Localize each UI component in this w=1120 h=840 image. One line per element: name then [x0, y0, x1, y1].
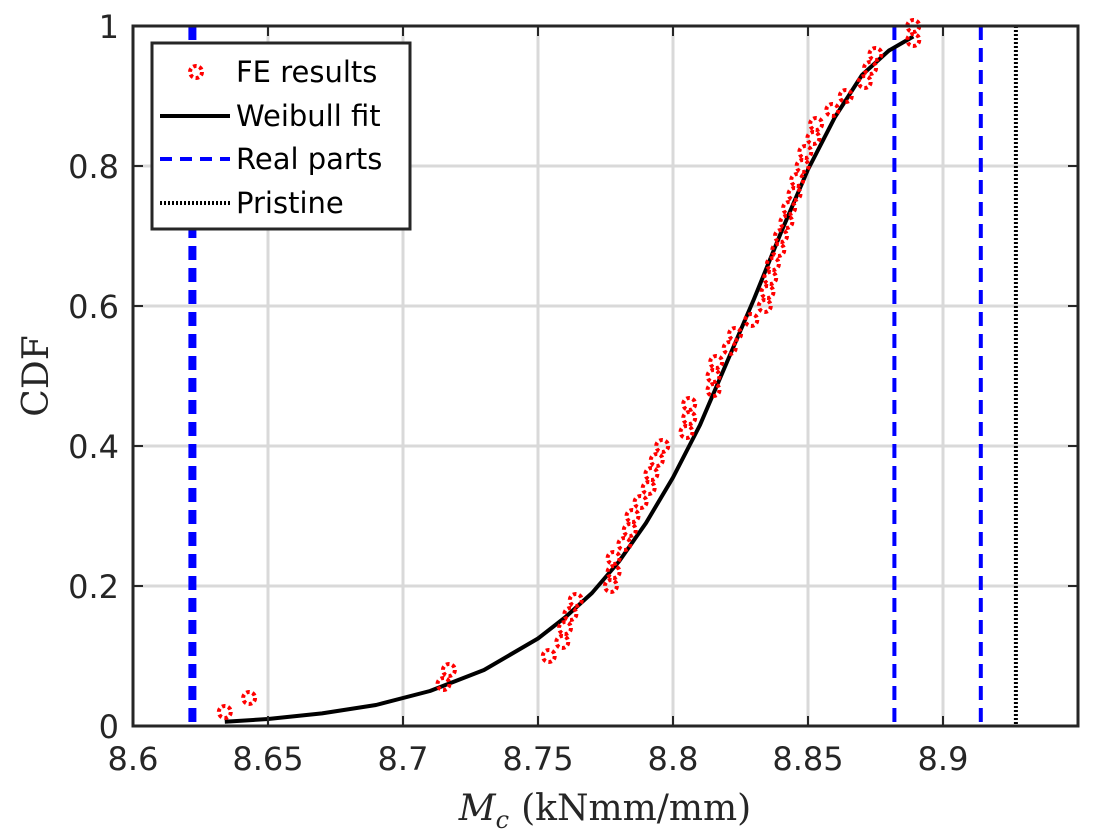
y-tick-label: 1 [99, 8, 119, 46]
fe-result-point [621, 522, 638, 538]
fe-result-point [602, 578, 619, 594]
fe-result-point [756, 298, 773, 314]
fe-result-point [567, 592, 584, 608]
weibull-fit-curve [224, 34, 915, 724]
fe-result-point [727, 326, 744, 342]
fe-result-point [554, 634, 571, 650]
fe-result-point [797, 144, 814, 160]
x-tick-label: 8.85 [772, 740, 843, 778]
fe-result-point [640, 480, 657, 496]
fe-result-point [789, 172, 806, 188]
fe-result-point [705, 368, 722, 384]
weibull-fit-layer [224, 34, 915, 724]
fe-result-point [605, 550, 622, 566]
fe-result-point [862, 60, 879, 76]
fe-result-point [624, 508, 641, 524]
x-axis-units: (kNmm/mm) [521, 788, 751, 829]
fe-result-point [856, 74, 873, 90]
fe-result-point [440, 662, 457, 678]
fe-result-point [762, 270, 779, 286]
x-tick-label: 8.75 [502, 740, 573, 778]
x-axis-label: Mc (kNmm/mm) [458, 788, 751, 834]
fe-result-point [770, 242, 787, 258]
fe-result-point [824, 102, 841, 118]
y-tick-label: 0.6 [68, 288, 119, 326]
legend: FE results Weibull fit Real parts Pristi… [150, 41, 412, 231]
fe-result-point [805, 130, 822, 146]
fe-result-point [781, 200, 798, 216]
fe-result-point [435, 676, 452, 692]
y-tick-label: 0 [99, 708, 119, 746]
fe-result-point [557, 620, 573, 636]
fe-result-point [721, 340, 738, 356]
x-axis-subscript: c [496, 806, 509, 834]
fe-result-point [773, 228, 789, 244]
fe-result-point [764, 256, 781, 272]
x-tick-label: 8.7 [378, 740, 429, 778]
x-axis-ticks: 8.6 8.65 8.7 8.75 8.8 8.85 8.9 [108, 26, 969, 778]
y-tick-label: 0.4 [68, 428, 119, 466]
grid-lines [133, 26, 1078, 726]
fe-result-point [678, 424, 695, 440]
fe-result-point [759, 284, 776, 300]
fe-result-point [216, 704, 233, 720]
fe-result-point [778, 214, 795, 230]
legend-item-weibull-fit: Weibull fit [160, 99, 381, 133]
fe-result-point [837, 88, 854, 104]
legend-label-weibull-fit: Weibull fit [236, 99, 381, 133]
legend-label-fe-results: FE results [236, 55, 377, 89]
legend-label-pristine: Pristine [236, 186, 344, 220]
legend-marker-fe-results [188, 64, 204, 80]
y-axis-ticks: 0 0.2 0.4 0.6 0.8 1 [68, 8, 1078, 746]
y-tick-label: 0.2 [68, 568, 119, 606]
legend-item-fe-results: FE results [188, 55, 377, 89]
fe-result-point [867, 46, 884, 62]
fe-result-point [648, 452, 665, 468]
y-tick-label: 0.8 [68, 148, 119, 186]
fe-result-point [743, 312, 760, 328]
x-tick-label: 8.65 [232, 740, 303, 778]
fe-result-point [786, 186, 803, 202]
fe-result-point [643, 466, 660, 482]
x-axis-symbol: M [458, 788, 497, 829]
y-axis-label: CDF [16, 335, 57, 416]
fe-result-point [708, 354, 725, 370]
fe-results-layer [216, 18, 922, 720]
legend-item-pristine: Pristine [160, 186, 344, 220]
x-tick-label: 8.6 [108, 740, 159, 778]
fe-result-point [562, 606, 579, 622]
fe-result-point [616, 536, 633, 552]
fe-result-point [632, 494, 649, 510]
plot-frame [131, 24, 1080, 728]
fe-result-point [794, 158, 811, 174]
legend-item-real-parts: Real parts [160, 142, 382, 176]
x-tick-label: 8.8 [648, 740, 699, 778]
legend-label-real-parts: Real parts [236, 142, 382, 176]
legend-box [150, 41, 412, 231]
fe-result-point [808, 116, 825, 132]
fe-result-point [241, 690, 258, 706]
fe-result-point [540, 648, 557, 664]
fe-result-point [654, 438, 671, 454]
fe-result-point [681, 396, 698, 412]
x-tick-label: 8.9 [918, 740, 969, 778]
